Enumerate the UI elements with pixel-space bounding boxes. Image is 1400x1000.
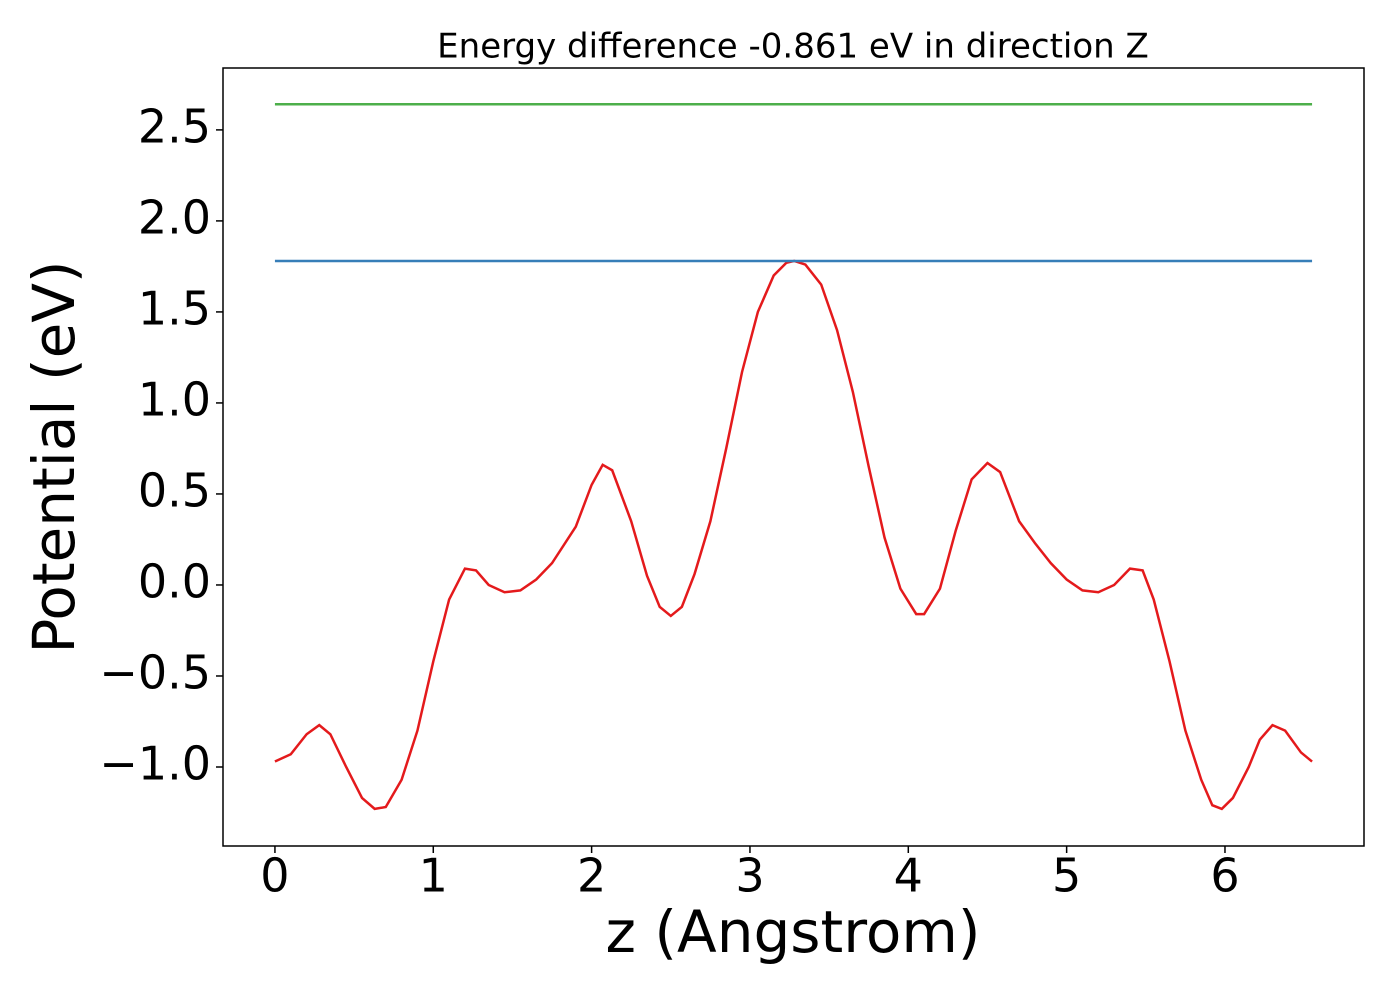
x-tick-label: 3 — [735, 849, 764, 903]
y-tick-label: −0.5 — [99, 645, 211, 699]
y-tick-label: 2.0 — [138, 190, 211, 244]
y-tick-label: 2.5 — [138, 99, 211, 153]
x-tick-label: 0 — [260, 849, 289, 903]
chart-title: Energy difference -0.861 eV in direction… — [437, 27, 1149, 67]
y-tick-label: −1.0 — [99, 736, 211, 790]
y-axis-label: Potential (eV) — [20, 260, 88, 653]
x-tick-label: 1 — [419, 849, 448, 903]
x-tick-label: 6 — [1210, 849, 1239, 903]
y-tick-label: 1.0 — [138, 372, 211, 426]
x-tick-label: 5 — [1052, 849, 1081, 903]
y-tick-label: 0.0 — [138, 554, 211, 608]
y-tick-label: 0.5 — [138, 463, 211, 517]
plot-frame — [222, 67, 1365, 847]
x-tick-label: 4 — [894, 849, 923, 903]
y-tick-label: 1.5 — [138, 281, 211, 335]
x-axis-label: z (Angstrom) — [606, 898, 981, 966]
x-tick-label: 2 — [577, 849, 606, 903]
